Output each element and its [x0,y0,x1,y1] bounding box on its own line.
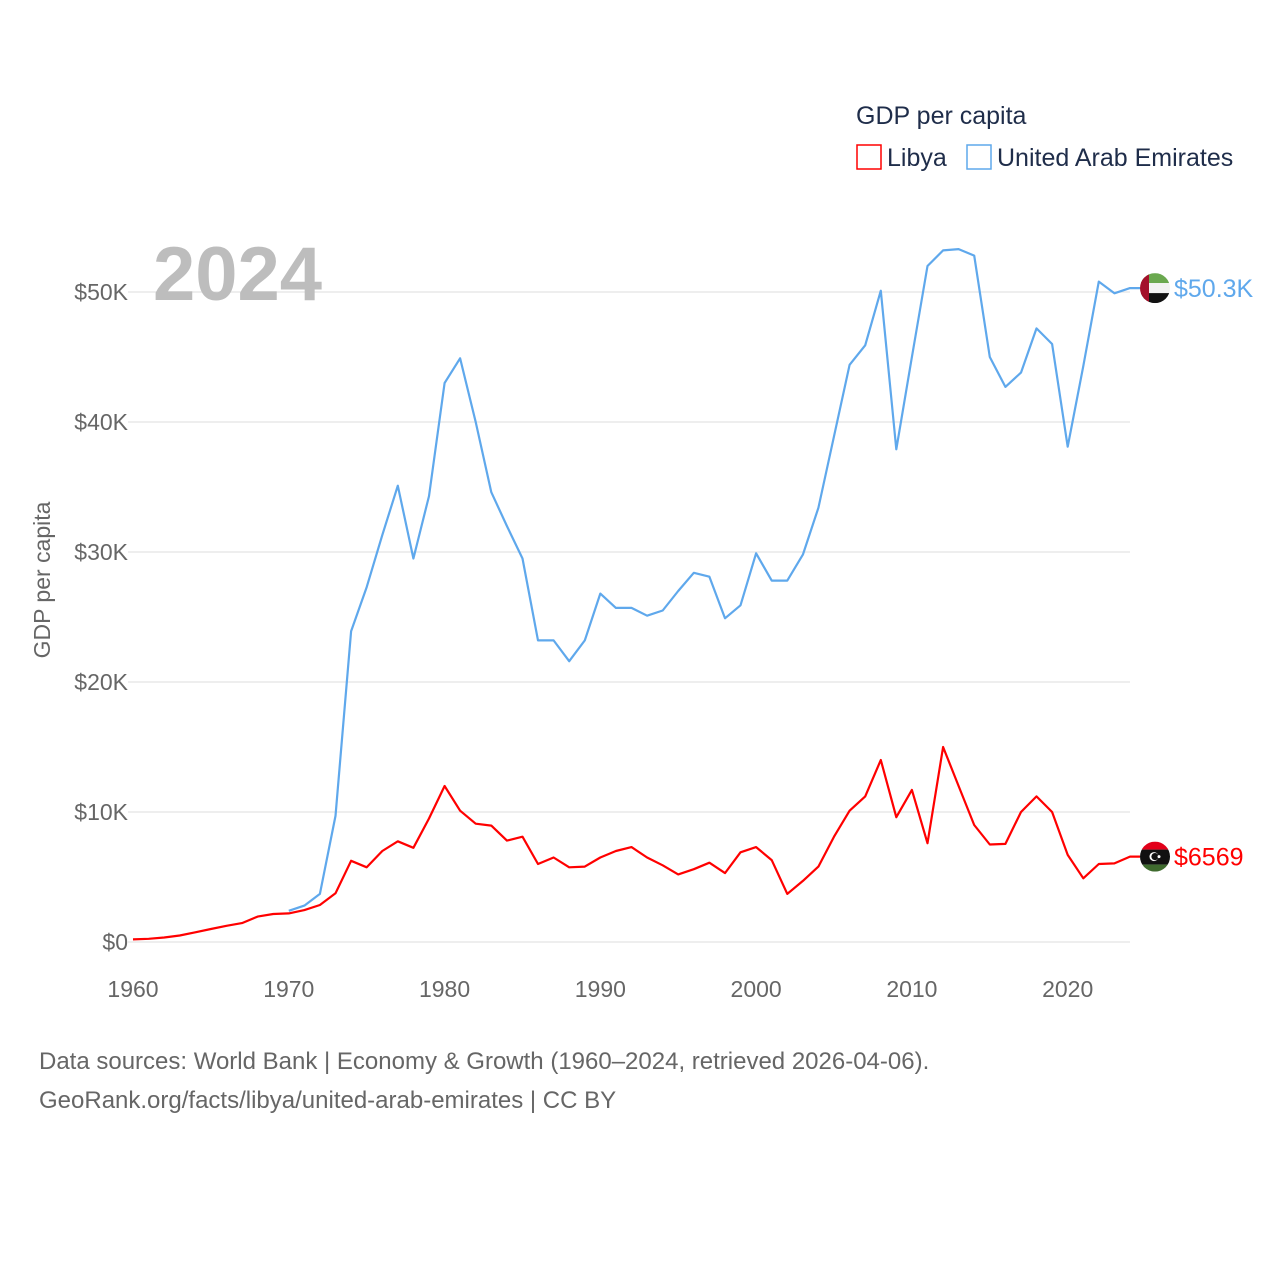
gridlines [128,291,1130,943]
x-tick-label: 2020 [1042,976,1093,1002]
y-tick-label: $50K [74,279,128,305]
y-tick-label: $30K [74,539,128,565]
uae-flag-icon [1140,273,1170,304]
y-axis-label: GDP per capita [29,501,55,658]
legend-title: GDP per capita [856,102,1027,130]
x-tick-label: 1980 [419,976,470,1002]
x-tick-label: 1960 [107,976,158,1002]
series-lines [132,248,1140,941]
y-axis: $0 $10K $20K $30K $40K $50K [74,279,128,955]
x-tick-label: 1990 [575,976,626,1002]
legend-swatch-libya [856,144,882,170]
libya-flag-icon [1140,841,1170,872]
x-axis: 1960 1970 1980 1990 2000 2010 2020 [107,976,1093,1002]
source-line-1: Data sources: World Bank | Economy & Gro… [39,1048,929,1075]
y-tick-label: $40K [74,409,128,435]
y-tick-label: $0 [102,929,128,955]
y-tick-label: $10K [74,799,128,825]
legend-swatch-uae [966,144,992,170]
x-tick-label: 2000 [731,976,782,1002]
series-line-uae [288,248,1140,912]
x-tick-label: 1970 [263,976,314,1002]
legend-label-uae: United Arab Emirates [997,144,1233,172]
end-value-label: $6569 [1174,844,1244,872]
end-labels: $6569 $50.3K [1140,273,1254,872]
x-tick-label: 2010 [886,976,937,1002]
legend-label-libya: Libya [887,144,947,172]
end-value-label: $50.3K [1174,275,1254,303]
y-tick-label: $20K [74,669,128,695]
legend: GDP per capita Libya United Arab Emirate… [856,102,1233,172]
year-label: 2024 [153,232,322,317]
legend-item-uae[interactable]: United Arab Emirates [966,144,1233,172]
series-line-libya [132,745,1140,941]
source-link[interactable]: GeoRank.org/facts/libya/united-arab-emir… [39,1087,616,1114]
legend-item-libya[interactable]: Libya [856,144,947,172]
